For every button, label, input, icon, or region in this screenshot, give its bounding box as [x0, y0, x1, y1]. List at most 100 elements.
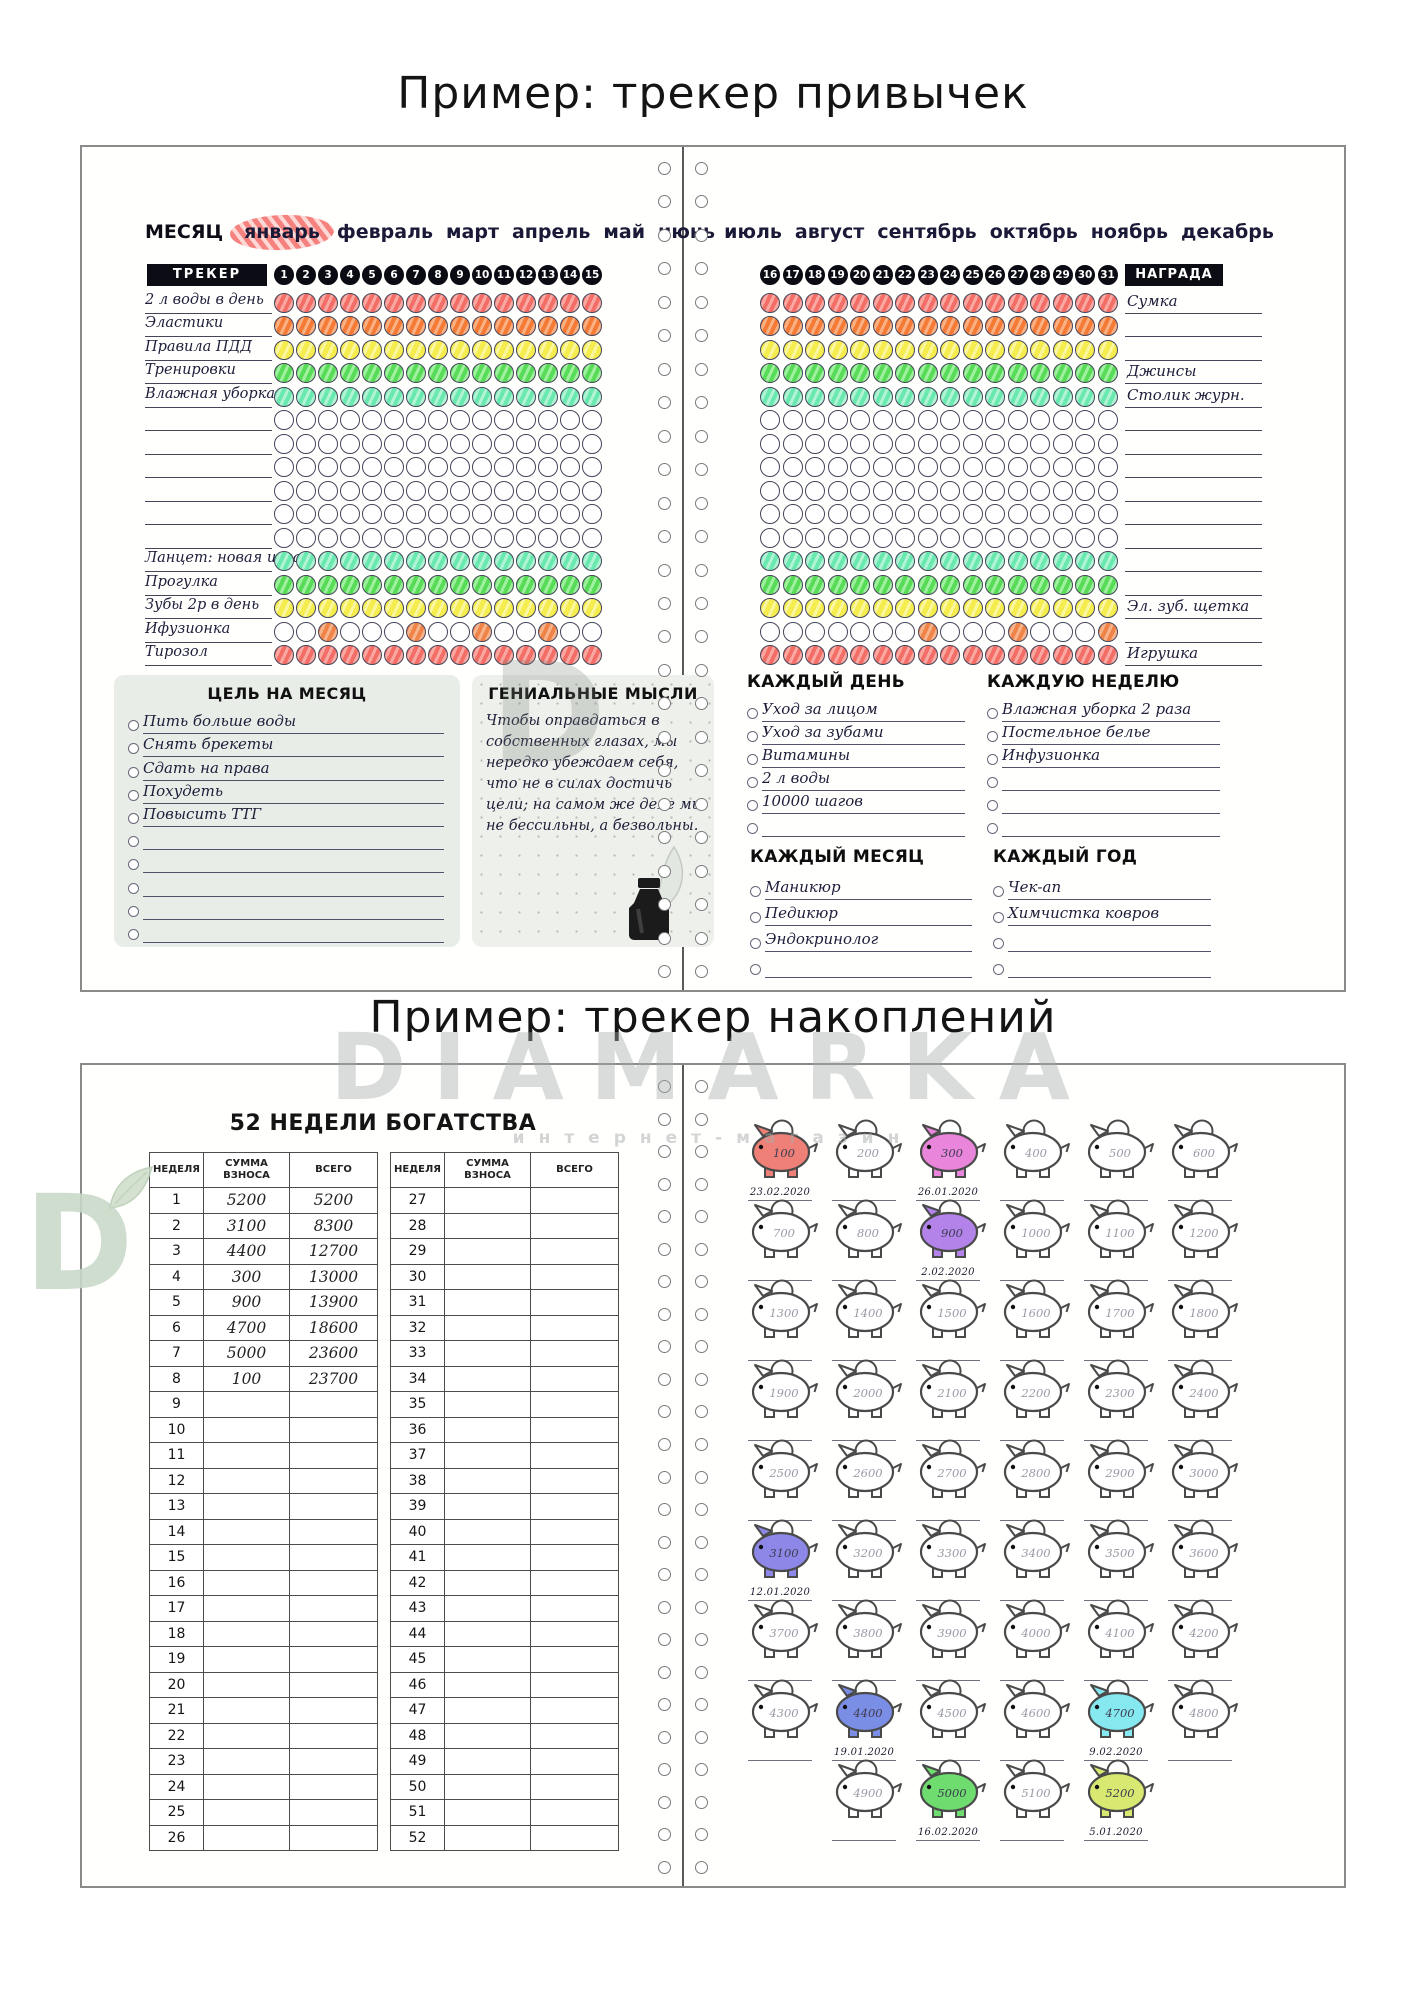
day-number: 18: [805, 265, 825, 285]
habit-cell: [472, 480, 492, 501]
habit-cell: [560, 598, 580, 618]
habit-cell: [985, 386, 1005, 407]
habit-cell: [362, 433, 382, 454]
habit-cell: [1007, 386, 1028, 407]
habit-cell: [538, 410, 558, 430]
habit-cell: [1030, 574, 1050, 595]
svg-text:800: 800: [857, 1226, 879, 1240]
habit-cell: [318, 339, 338, 360]
habit-cell: [428, 410, 448, 430]
pig-icon: 1200: [1171, 1199, 1238, 1258]
spiral-hole: [658, 1828, 671, 1842]
sum-cell: [444, 1442, 531, 1469]
thoughts-title: ГЕНИАЛЬНЫЕ МЫСЛИ: [488, 684, 698, 703]
habit-cell: [1052, 292, 1073, 313]
habit-cell: [827, 292, 848, 313]
habit-cell: [318, 527, 338, 548]
pig-icon: 4200: [1171, 1599, 1238, 1658]
spiral-hole: [658, 1470, 671, 1484]
week-cell: 27: [390, 1187, 445, 1214]
pig-icon: 1700: [1087, 1279, 1154, 1338]
pig-icon: 200: [835, 1119, 902, 1178]
check-item: [993, 926, 1211, 952]
habit-cell: [450, 410, 470, 430]
total-cell: [530, 1773, 619, 1800]
month-item: октябрь: [989, 221, 1078, 243]
total-cell: [530, 1697, 619, 1724]
svg-text:4400: 4400: [852, 1706, 882, 1720]
habit-cell: [296, 621, 316, 642]
habit-cell: [895, 527, 915, 548]
check-item: [128, 897, 444, 920]
table-row: 43: [390, 1595, 619, 1622]
circle-bullet-icon: [128, 928, 139, 940]
spiral-hole: [695, 1535, 708, 1549]
spiral-hole: [658, 1210, 671, 1224]
habit-cell: [582, 621, 602, 642]
total-cell: [289, 1493, 378, 1520]
week-cell: 18: [149, 1620, 204, 1647]
table-row: 33: [390, 1340, 619, 1367]
sum-cell: [203, 1595, 290, 1622]
habit-cell: [538, 316, 558, 336]
habit-cell: [560, 410, 580, 430]
week-cell: 15: [149, 1544, 204, 1571]
svg-text:2000: 2000: [852, 1386, 882, 1400]
habit-cell: [850, 574, 870, 595]
habit-cell: [296, 339, 316, 360]
habit-row: [82, 480, 1344, 502]
check-item: [987, 791, 1220, 814]
every-year-section: КАЖДЫЙ ГОД Чек-ап Химчистка ковров: [993, 847, 1211, 978]
sum-cell: [203, 1799, 290, 1826]
habit-cell: [940, 645, 960, 665]
savings-table-1: НЕДЕЛЯ СУММА ВЗНОСА ВСЕГО 1 5200 5200 2 3100 830…: [149, 1152, 378, 1851]
svg-text:3600: 3600: [1189, 1546, 1218, 1560]
spiral-hole: [658, 1340, 671, 1354]
habit-cell: [962, 457, 983, 477]
habit-cell: [340, 386, 360, 407]
week-cell: 7: [149, 1340, 204, 1367]
pig-icon: 3000: [1171, 1439, 1238, 1498]
table-row: 14: [149, 1518, 378, 1545]
pig-icon: 2400: [1171, 1359, 1238, 1418]
svg-text:2100: 2100: [936, 1386, 966, 1400]
pig-icon: 2700: [919, 1439, 986, 1498]
habit-cell: [318, 621, 338, 642]
table-row: 38: [390, 1467, 619, 1494]
reward-header: НАГРАДА: [1125, 264, 1223, 286]
habit-cell: [406, 645, 426, 665]
habit-cell: [340, 292, 360, 313]
habit-cell: [917, 316, 938, 336]
spiral-hole: [695, 429, 708, 443]
circle-bullet-icon: [747, 754, 758, 765]
table-row: 27: [390, 1187, 619, 1214]
habit-cell: [538, 551, 558, 571]
spiral-hole: [658, 1665, 671, 1679]
habit-cell: [428, 527, 448, 548]
table-row: 46: [390, 1671, 619, 1698]
habit-cell: [872, 316, 893, 336]
habit-cell: [516, 574, 536, 595]
habit-cell: [274, 339, 294, 360]
check-item: Витамины: [747, 745, 965, 768]
total-cell: [530, 1722, 619, 1749]
reward-label: [1125, 339, 1262, 361]
habit-cell: [362, 339, 382, 360]
habit-cell: [1030, 433, 1050, 454]
svg-text:1300: 1300: [769, 1306, 798, 1320]
habit-cell: [985, 292, 1005, 313]
svg-text:1800: 1800: [1189, 1306, 1218, 1320]
piggy-bank-cell: 5200 5.01.2020: [1076, 1759, 1156, 1841]
week-cell: 28: [390, 1212, 445, 1239]
piggy-bank-cell: 2800: [992, 1439, 1072, 1521]
pig-icon: 2500: [751, 1439, 818, 1498]
spiral-hole: [695, 1437, 708, 1451]
habit-row: Прогулка: [82, 574, 1344, 596]
habit-cell: [340, 598, 360, 618]
habit-cell: [895, 574, 915, 595]
habit-cell: [872, 645, 893, 665]
svg-text:3400: 3400: [1021, 1546, 1050, 1560]
habit-cell: [1030, 386, 1050, 407]
pig-icon: 1400: [835, 1279, 902, 1338]
sum-cell: [444, 1340, 531, 1367]
